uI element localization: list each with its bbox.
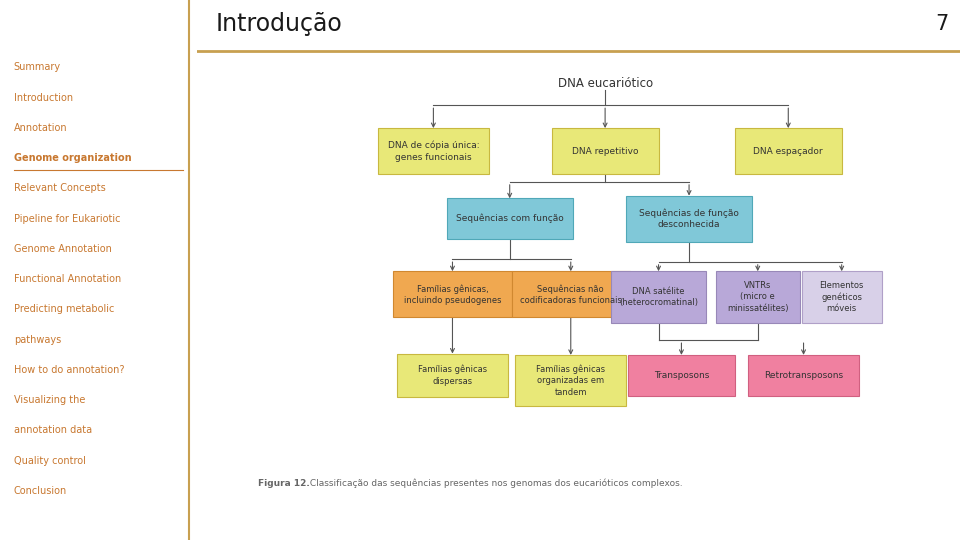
Text: Visualizing the: Visualizing the xyxy=(13,395,85,405)
Text: Summary: Summary xyxy=(13,63,60,72)
FancyBboxPatch shape xyxy=(802,271,882,322)
FancyBboxPatch shape xyxy=(394,271,512,317)
Text: Elementos
genéticos
móveis: Elementos genéticos móveis xyxy=(820,281,864,313)
Text: Functional Annotation: Functional Annotation xyxy=(13,274,121,284)
Text: Famílias gênicas,
incluindo pseudogenes: Famílias gênicas, incluindo pseudogenes xyxy=(404,284,501,305)
FancyBboxPatch shape xyxy=(611,271,707,322)
Text: Pipeline for Eukariotic: Pipeline for Eukariotic xyxy=(13,214,120,224)
Text: Quality control: Quality control xyxy=(13,456,85,465)
Text: Sequências não
codificadoras funcionais: Sequências não codificadoras funcionais xyxy=(519,284,622,305)
Text: Introduction: Introduction xyxy=(13,93,73,103)
Text: Famílias gênicas
dispersas: Famílias gênicas dispersas xyxy=(418,365,487,386)
Text: DNA de cópia única:
genes funcionais: DNA de cópia única: genes funcionais xyxy=(388,141,479,161)
FancyBboxPatch shape xyxy=(446,199,573,239)
FancyBboxPatch shape xyxy=(748,355,859,395)
Text: Genome organization: Genome organization xyxy=(13,153,132,163)
Text: Classificação das sequências presentes nos genomas dos eucarióticos complexos.: Classificação das sequências presentes n… xyxy=(306,478,683,488)
FancyBboxPatch shape xyxy=(734,128,842,174)
Text: DNA espaçador: DNA espaçador xyxy=(754,147,823,156)
Text: pathways: pathways xyxy=(13,335,61,345)
Text: Retrotransposons: Retrotransposons xyxy=(764,371,843,380)
FancyBboxPatch shape xyxy=(626,195,752,241)
Text: DNA repetitivo: DNA repetitivo xyxy=(572,147,638,156)
Text: How to do annotation?: How to do annotation? xyxy=(13,365,124,375)
Text: Introdução: Introdução xyxy=(216,12,343,36)
FancyBboxPatch shape xyxy=(516,355,626,406)
Text: Annotation: Annotation xyxy=(13,123,67,133)
Text: Sequências com função: Sequências com função xyxy=(456,214,564,224)
Text: annotation data: annotation data xyxy=(13,426,92,435)
Text: DNA satélite
(heterocromatinal): DNA satélite (heterocromatinal) xyxy=(619,287,698,307)
Text: Conclusion: Conclusion xyxy=(13,486,67,496)
Text: Famílias gênicas
organizadas em
tandem: Famílias gênicas organizadas em tandem xyxy=(537,365,606,396)
Text: Transposons: Transposons xyxy=(654,371,709,380)
Text: Genome Annotation: Genome Annotation xyxy=(13,244,111,254)
FancyBboxPatch shape xyxy=(512,271,630,317)
Text: Predicting metabolic: Predicting metabolic xyxy=(13,305,114,314)
Text: Relevant Concepts: Relevant Concepts xyxy=(13,184,106,193)
FancyBboxPatch shape xyxy=(378,128,489,174)
FancyBboxPatch shape xyxy=(628,355,734,395)
FancyBboxPatch shape xyxy=(552,128,659,174)
Text: Figura 12.: Figura 12. xyxy=(258,479,310,488)
Text: Sequências de função
desconhecida: Sequências de função desconhecida xyxy=(639,208,739,229)
Text: 7: 7 xyxy=(935,14,948,35)
FancyBboxPatch shape xyxy=(397,354,508,397)
Text: VNTRs
(micro e
minissatélites): VNTRs (micro e minissatélites) xyxy=(727,281,788,313)
FancyBboxPatch shape xyxy=(716,271,800,322)
Text: DNA eucariótico: DNA eucariótico xyxy=(558,77,653,90)
